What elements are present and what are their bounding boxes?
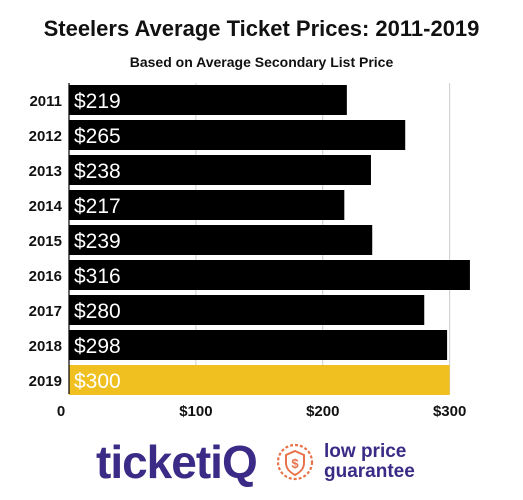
brand-name-suffix: iQ: [210, 436, 258, 488]
ticketiq-logo: ticketiQ $ low price guarantee: [96, 436, 456, 488]
y-tick-label: 2017: [29, 303, 62, 320]
bar: [69, 260, 470, 290]
x-tick-label: $100: [179, 403, 212, 420]
y-tick-label: 2019: [29, 373, 62, 390]
bar-value-label: $219: [74, 90, 121, 113]
bar: [69, 365, 450, 395]
bar-chart: $219 2011 $265 2012 $238 2013 $217 2014 $239 2015…: [29, 83, 470, 420]
bar-value-label: $238: [74, 160, 121, 183]
y-tick-label: 2015: [29, 233, 62, 250]
svg-text:$: $: [291, 456, 299, 471]
tagline-line-1: low price: [324, 441, 407, 462]
bar: [69, 330, 448, 360]
bar-value-label: $298: [74, 335, 121, 358]
bar: [69, 155, 371, 185]
brand-tagline: low price guarantee: [324, 442, 415, 482]
bar: [69, 85, 347, 115]
bar-value-label: $316: [74, 265, 121, 288]
bar-value-label: $280: [74, 300, 121, 323]
y-tick-label: 2016: [29, 268, 62, 285]
y-tick-label: 2014: [29, 198, 63, 215]
y-tick-label: 2012: [29, 128, 62, 145]
y-tick-label: 2011: [29, 93, 62, 110]
x-tick-label: $200: [306, 403, 339, 420]
bar: [69, 295, 425, 325]
y-tick-label: 2013: [29, 163, 62, 180]
bar-value-label: $265: [74, 125, 121, 148]
bar-value-label: $217: [74, 195, 121, 218]
dollar-shield-icon: $: [276, 443, 314, 481]
chart-subtitle: Based on Average Secondary List Price: [129, 54, 394, 70]
bar: [69, 120, 406, 150]
chart-title: Steelers Average Ticket Prices: 2011-201…: [43, 16, 480, 41]
brand-wordmark: ticketiQ: [96, 436, 258, 488]
bar: [69, 225, 373, 255]
bar: [69, 190, 345, 220]
brand-name-prefix: ticket: [96, 436, 211, 488]
x-tick-label: $300: [433, 403, 466, 420]
y-tick-label: 2018: [29, 338, 62, 355]
tagline-line-2: guarantee: [324, 461, 415, 482]
bar-value-label: $239: [74, 230, 121, 253]
x-tick-label: 0: [57, 403, 65, 420]
bar-value-label: $300: [74, 370, 121, 393]
